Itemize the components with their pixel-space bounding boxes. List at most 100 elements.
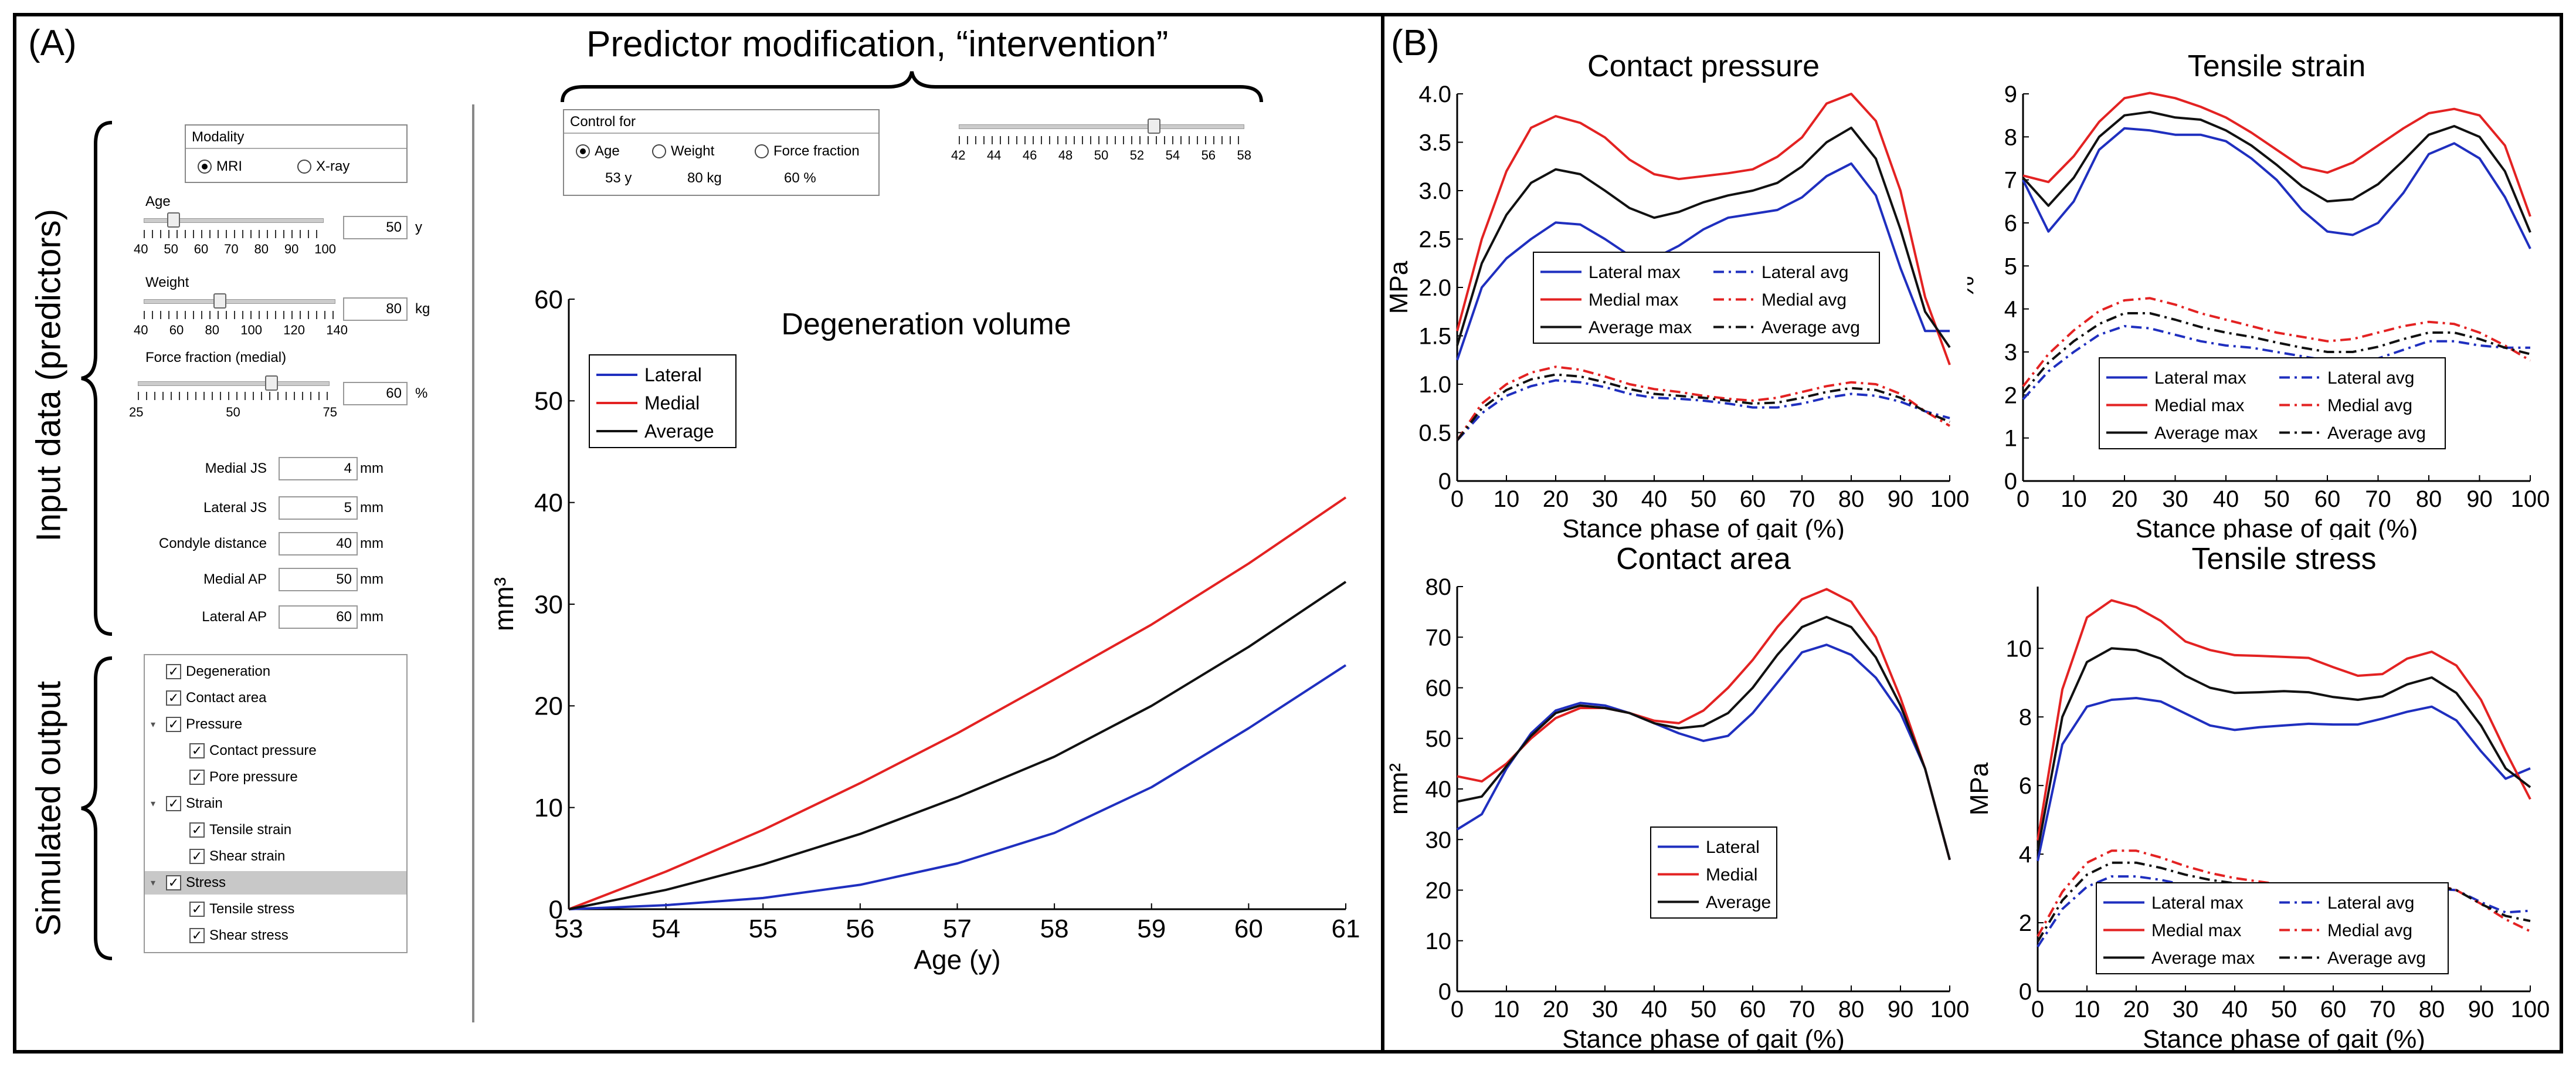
checkbox-icon[interactable]: ✓ <box>166 664 181 679</box>
output-bracket <box>81 656 113 960</box>
modality-title: Modality <box>186 126 406 149</box>
output-tree-item[interactable]: ✓ Pore pressure <box>145 765 406 789</box>
weight-slider-thumb[interactable] <box>213 293 226 309</box>
medial-ap-input[interactable]: 50 <box>279 568 358 591</box>
checkbox-icon[interactable]: ✓ <box>166 717 181 732</box>
x-tick-label: 90 <box>2468 997 2494 1022</box>
legend-label: Average max <box>1589 318 1692 337</box>
x-tick-label: 0 <box>1451 997 1464 1022</box>
control-weight-radio[interactable]: Weight <box>652 143 714 160</box>
lateral-ap-unit: mm <box>360 609 383 625</box>
weight-input[interactable]: 80 <box>343 297 408 321</box>
checkbox-icon[interactable]: ✓ <box>166 690 181 706</box>
output-tree-item[interactable]: ▾ ✓ Strain <box>145 792 406 815</box>
y-tick-label: 4 <box>2004 297 2017 323</box>
y-axis-label: mm³ <box>488 577 519 631</box>
intervention-ticks <box>959 136 1243 144</box>
checkbox-icon[interactable]: ✓ <box>189 743 205 758</box>
control-weight-indicator <box>652 144 666 158</box>
y-tick-label: 20 <box>1426 878 1452 904</box>
series-line-average-avg <box>2022 312 2531 394</box>
force-fraction-input[interactable]: 60 <box>343 382 408 405</box>
output-tree-item[interactable]: ✓ Shear stress <box>145 924 406 947</box>
output-tree-item[interactable]: ✓ Contact pressure <box>145 739 406 763</box>
age-slider-track[interactable] <box>144 218 324 223</box>
legend-label: Medial max <box>1589 290 1678 310</box>
force-fraction-slider-track[interactable] <box>138 381 330 386</box>
lateral-ap-input[interactable]: 60 <box>279 605 358 629</box>
legend-label: Medial avg <box>2327 921 2412 940</box>
series-line-average <box>568 581 1347 910</box>
intervention-slider-track[interactable] <box>959 124 1244 129</box>
panel-a-divider <box>472 104 474 1022</box>
degeneration-volume-chart: 53 54 55 56 57 58 59 60 61 0 10 20 30 40 50 60 Degenerat… <box>488 285 1360 975</box>
condyle-distance-input[interactable]: 40 <box>279 532 358 555</box>
checkbox-icon[interactable]: ✓ <box>189 822 205 838</box>
condyle-distance-label: Condyle distance <box>158 536 267 551</box>
output-tree-item[interactable]: ✓ Contact area <box>145 686 406 710</box>
expand-arrow-icon[interactable]: ▾ <box>151 878 156 888</box>
checkbox-icon[interactable]: ✓ <box>166 796 181 811</box>
control-force-radio[interactable]: Force fraction <box>755 143 860 160</box>
x-axis-label: Age (y) <box>914 944 1000 975</box>
x-tick-label: 10 <box>1494 486 1520 512</box>
checkbox-icon[interactable]: ✓ <box>189 902 205 917</box>
series-line-lateral-max <box>2037 697 2531 862</box>
x-tick-label: 20 <box>1543 486 1569 512</box>
medial-js-unit: mm <box>360 460 383 476</box>
y-tick-label: 3 <box>2004 340 2017 365</box>
y-tick-label: 30 <box>534 590 563 619</box>
age-slider-thumb[interactable] <box>167 212 180 228</box>
legend-label: Lateral avg <box>2327 893 2414 913</box>
expand-arrow-icon[interactable]: ▾ <box>151 720 156 730</box>
x-tick-label: 100 <box>1930 997 1970 1022</box>
lateral-ap-label: Lateral AP <box>202 609 267 625</box>
y-tick-label: 10 <box>2006 636 2032 662</box>
checkbox-icon[interactable]: ✓ <box>166 875 181 890</box>
checkbox-icon[interactable]: ✓ <box>189 770 205 785</box>
checkbox-icon[interactable]: ✓ <box>189 928 205 943</box>
age-input[interactable]: 50 <box>343 216 408 239</box>
checkbox-icon[interactable]: ✓ <box>189 849 205 864</box>
output-tree-item-label: Pressure <box>186 716 243 732</box>
expand-arrow-icon[interactable]: ▾ <box>151 799 156 809</box>
x-tick-label: 61 <box>1332 914 1360 943</box>
control-age-radio[interactable]: Age <box>576 143 620 160</box>
output-tree-item[interactable]: ✓ Shear strain <box>145 845 406 868</box>
x-tick-label: 80 <box>2416 486 2442 512</box>
weight-slider-track[interactable] <box>144 299 335 304</box>
x-axis-label: Stance phase of gait (%) <box>1562 1025 1845 1050</box>
output-tree-item[interactable]: ✓ Tensile stress <box>145 897 406 921</box>
output-tree-item[interactable]: ✓ Degeneration <box>145 660 406 683</box>
legend-label: Lateral max <box>2151 893 2244 913</box>
force-fraction-tick-labels: 25 50 75 <box>129 405 337 419</box>
age-tick-labels: 40 50 60 70 80 90 100 <box>134 242 336 256</box>
legend-label: Average avg <box>2327 949 2426 968</box>
control-age-label: Age <box>595 143 620 159</box>
medial-ap-unit: mm <box>360 571 383 587</box>
intervention-slider-thumb[interactable] <box>1148 118 1161 134</box>
x-tick-label: 60 <box>1740 997 1766 1022</box>
age-unit: y <box>415 219 422 235</box>
force-fraction-label: Force fraction (medial) <box>145 350 287 365</box>
lateral-js-input[interactable]: 5 <box>279 496 358 520</box>
medial-js-input[interactable]: 4 <box>279 457 358 480</box>
modality-mri-radio[interactable]: MRI <box>198 158 242 175</box>
legend-label: Lateral avg <box>1762 263 1848 282</box>
series-line-medial-max <box>2037 599 2531 841</box>
x-tick-label: 10 <box>1494 997 1520 1022</box>
x-tick-label: 56 <box>846 914 874 943</box>
output-tree-item[interactable]: ▾ ✓ Pressure <box>145 713 406 736</box>
y-tick-label: 1.0 <box>1418 372 1451 398</box>
x-tick-label: 70 <box>2370 997 2396 1022</box>
force-fraction-slider-thumb[interactable] <box>264 375 278 391</box>
x-tick-label: 100 <box>1930 486 1970 512</box>
output-tree-item[interactable]: ▾ ✓ Stress <box>145 871 406 895</box>
modality-xray-radio[interactable]: X-ray <box>297 158 349 175</box>
simulated-output-label: Simulated output <box>29 680 68 937</box>
legend-label: Medial avg <box>2327 396 2412 415</box>
x-tick-label: 50 <box>1691 486 1717 512</box>
output-tree-item[interactable]: ✓ Tensile strain <box>145 818 406 842</box>
legend-label: Medial max <box>2151 921 2241 940</box>
control-weight-label: Weight <box>671 143 715 159</box>
